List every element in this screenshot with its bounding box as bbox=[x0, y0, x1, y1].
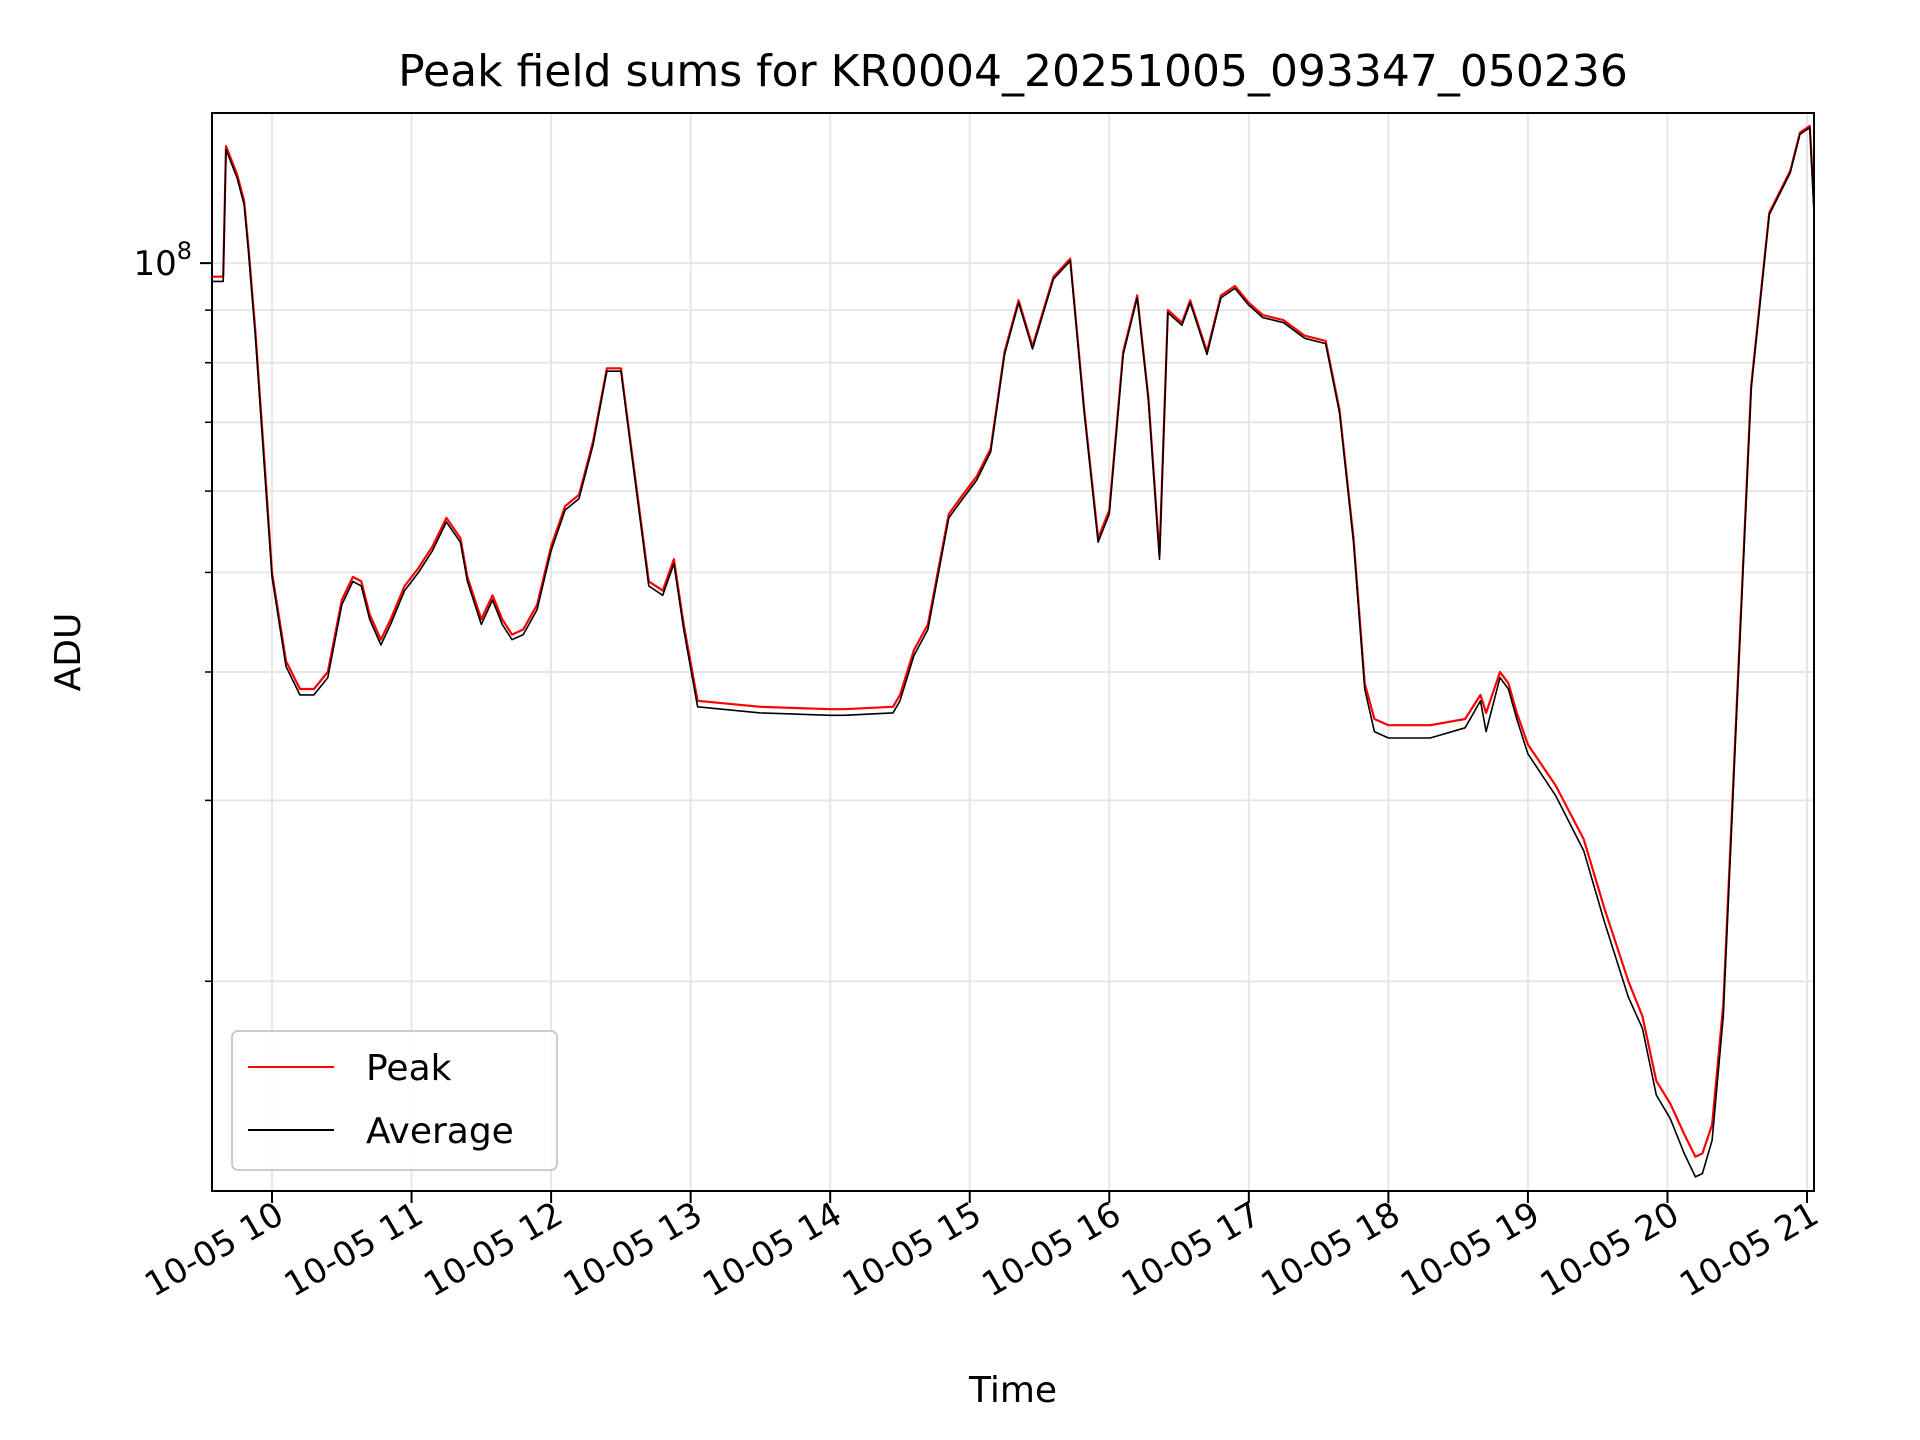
legend-box bbox=[231, 1030, 558, 1171]
grid bbox=[212, 113, 1814, 1191]
y-axis-label: ADU bbox=[48, 613, 89, 692]
legend-peak-label: Peak bbox=[366, 1048, 452, 1089]
y-axis: 108 bbox=[133, 237, 212, 983]
plot-frame bbox=[211, 112, 1815, 1192]
chart-title: Peak field sums for KR0004_20251005_0933… bbox=[398, 46, 1628, 97]
legend-average-label: Average bbox=[366, 1111, 514, 1152]
y-tick-label: 108 bbox=[133, 237, 192, 284]
series-layer bbox=[212, 124, 1816, 1178]
series-line-average bbox=[212, 126, 1815, 1178]
legend: Peak Average bbox=[231, 1030, 558, 1171]
x-axis-label: Time bbox=[968, 1370, 1057, 1411]
